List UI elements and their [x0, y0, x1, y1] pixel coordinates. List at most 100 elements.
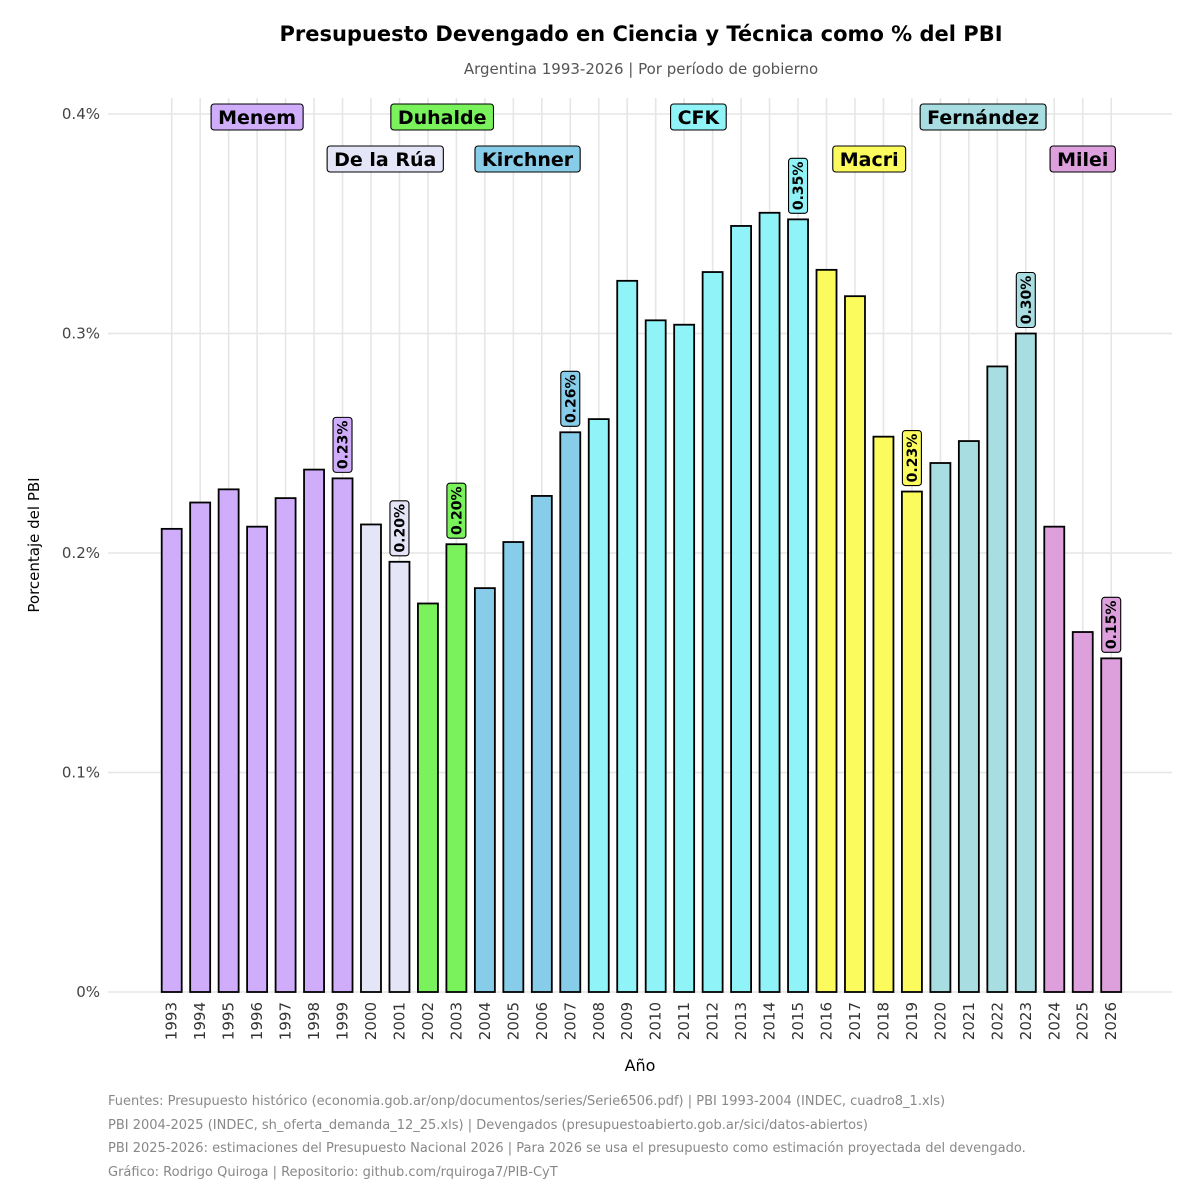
x-tick-label: 2005 [504, 1002, 522, 1040]
x-tick-label: 2022 [988, 1002, 1006, 1040]
x-tick-label: 2001 [390, 1002, 408, 1040]
value-label-box [446, 482, 467, 539]
value-label: 0.30% [1015, 271, 1036, 329]
x-tick-label: 1998 [305, 1002, 323, 1040]
bar [901, 490, 923, 993]
x-tick-label: 2016 [818, 1002, 836, 1040]
government-label-box [1049, 145, 1116, 173]
y-tick-label: 0.4% [62, 105, 100, 123]
value-label-box [787, 157, 809, 214]
y-tick-label: 0.2% [62, 544, 100, 562]
value-label-text: 0.15% [1104, 601, 1120, 650]
value-label-box [389, 500, 410, 557]
x-axis-title: Año [625, 1056, 656, 1075]
x-tick-label: 1996 [248, 1002, 266, 1040]
value-label-text: 0.35% [791, 162, 807, 211]
x-tick-label: 1994 [191, 1002, 209, 1040]
bar [417, 602, 439, 993]
x-tick-label: 2008 [590, 1002, 608, 1040]
bar [530, 495, 553, 993]
government-label-text: Macri [840, 149, 899, 171]
bar [1043, 525, 1066, 993]
government-label: Macri [832, 145, 907, 173]
x-tick-label: 2009 [618, 1002, 636, 1040]
government-label-text: Milei [1057, 149, 1108, 171]
bar [616, 279, 639, 993]
value-label-text: 0.23% [336, 421, 352, 470]
footer-line: PBI 2004-2025 (INDEC, sh_oferta_demanda_… [108, 1117, 868, 1133]
government-label-text: De la Rúa [334, 149, 436, 171]
value-label: 0.26% [560, 370, 581, 427]
footer-line: Gráfico: Rodrigo Quiroga | Repositorio: … [108, 1164, 558, 1180]
government-label-box [474, 145, 581, 173]
government-label-box [832, 145, 907, 173]
bar [986, 365, 1009, 993]
government-label-box [210, 103, 304, 131]
government-label-box [326, 145, 444, 173]
value-label: 0.20% [446, 482, 467, 539]
bar [644, 319, 667, 993]
government-label: CFK [670, 103, 727, 131]
government-label-text: Kirchner [482, 149, 574, 171]
x-tick-label: 2003 [447, 1002, 465, 1040]
bar [815, 268, 838, 993]
bar [587, 418, 610, 993]
x-tick-label: 2020 [931, 1002, 949, 1040]
x-tick-label: 2012 [704, 1002, 722, 1040]
bar [1100, 657, 1123, 993]
x-tick-label: 2007 [561, 1002, 579, 1040]
government-label: Milei [1049, 145, 1116, 173]
bar [1071, 631, 1094, 993]
government-label: De la Rúa [326, 145, 444, 173]
value-label-text: 0.26% [563, 374, 579, 423]
bar [929, 462, 952, 993]
government-label-box [919, 103, 1047, 131]
x-tick-label: 2004 [476, 1002, 494, 1040]
x-tick-label: 2021 [960, 1002, 978, 1040]
value-label-box [560, 370, 581, 427]
footer-line: Fuentes: Presupuesto histórico (economia… [108, 1094, 946, 1109]
x-tick-label: 2015 [789, 1002, 807, 1040]
y-tick-label: 0% [76, 983, 100, 1001]
bar [217, 488, 240, 993]
y-axis-title: Porcentaje del PBI [25, 477, 43, 612]
government-label-text: Fernández [927, 107, 1039, 129]
value-label: 0.23% [332, 416, 353, 473]
x-tick-label: 2006 [533, 1002, 551, 1040]
footer-line: PBI 2025-2026: estimaciones del Presupue… [108, 1141, 1026, 1156]
government-label-box [670, 103, 727, 131]
y-tick-label: 0.1% [62, 764, 100, 782]
bar [701, 271, 724, 993]
x-tick-label: 2023 [1017, 1002, 1035, 1040]
value-label-box [332, 416, 353, 473]
x-tick-label: 2000 [362, 1002, 380, 1040]
value-label: 0.20% [389, 500, 410, 557]
x-tick-label: 2011 [675, 1002, 693, 1040]
value-label: 0.15% [1101, 596, 1122, 653]
y-tick-label: 0.3% [62, 325, 100, 343]
bar [246, 525, 269, 993]
bar [844, 295, 866, 993]
bar-chart: 0% 0.1% 0.2% 0.3% 0.4% 1993 1994 1995 1996 1997 19… [25, 98, 1172, 1075]
x-tick-label: 2018 [874, 1002, 892, 1040]
value-label: 0.23% [901, 429, 922, 487]
x-tick-label: 2017 [846, 1002, 864, 1040]
bar [1014, 332, 1037, 993]
bar [957, 440, 980, 993]
government-label-text: Menem [218, 107, 296, 129]
x-tick-label: 2014 [761, 1002, 779, 1040]
government-label-text: CFK [678, 107, 721, 129]
value-label-box [901, 429, 922, 487]
chart-subtitle: Argentina 1993-2026 | Por período de gob… [463, 60, 819, 78]
value-label-text: 0.23% [905, 434, 921, 483]
government-label: Fernández [919, 103, 1047, 131]
x-tick-label: 1993 [163, 1002, 181, 1040]
x-tick-label: 2025 [1074, 1002, 1092, 1040]
bar [274, 497, 297, 993]
bar [445, 543, 468, 993]
value-label-box [1015, 271, 1036, 329]
government-label: Menem [210, 103, 304, 131]
bar [331, 477, 354, 993]
bar [872, 435, 895, 993]
bar [360, 523, 382, 993]
